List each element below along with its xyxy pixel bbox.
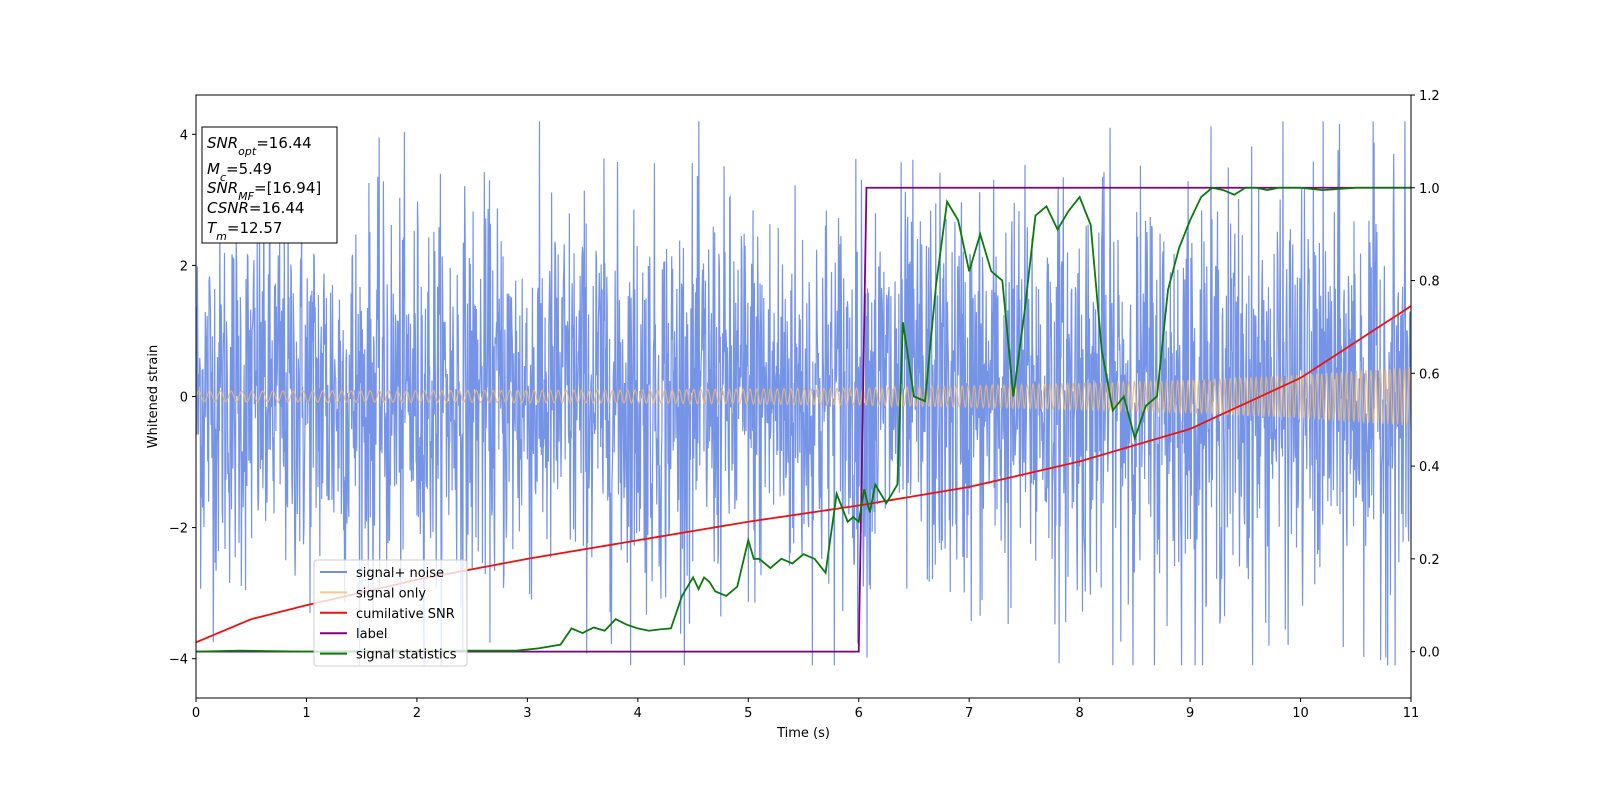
info-snr-opt: SNRopt=16.44: [207, 134, 312, 158]
info-mc-sub: c: [220, 171, 226, 184]
y-right-tick-label: 0.2: [1419, 553, 1440, 568]
x-tick-label: 8: [1075, 706, 1083, 721]
info-snr-opt-main: SNR: [207, 134, 238, 152]
y-right-tick-label: 1.0: [1419, 182, 1440, 197]
x-tick-label: 9: [1186, 706, 1194, 721]
y-left-tick-label: 0: [180, 391, 188, 406]
x-tick-label: 7: [965, 706, 973, 721]
legend-label: signal+ noise: [356, 566, 444, 581]
info-snr-mf-value: =[16.94]: [254, 179, 321, 197]
y-right-tick-label: 0.4: [1419, 460, 1440, 475]
info-snr-mf: SNRMF=[16.94]: [207, 179, 321, 203]
x-axis-label: Time (s): [776, 726, 830, 741]
info-tm: Tm=12.57: [207, 219, 282, 243]
x-tick-label: 2: [413, 706, 421, 721]
y-left-tick-label: 2: [180, 259, 188, 274]
legend: signal+ noise signal only cumilative SNR la…: [313, 559, 468, 667]
y-left-tick-label: −4: [169, 653, 188, 668]
x-tick-label: 4: [634, 706, 642, 721]
x-axis: 0 1 2 3 4 5 6 7 8 9 10 11: [192, 698, 1419, 721]
y-right-tick-label: 1.2: [1419, 89, 1440, 104]
info-box-frame: [201, 126, 338, 244]
info-snr-opt-sub: opt: [238, 145, 257, 158]
info-tm-main: T: [207, 219, 218, 237]
legend-frame: [313, 559, 468, 667]
legend-label: label: [356, 627, 387, 642]
info-snr-mf-sub: MF: [238, 190, 254, 203]
x-tick-label: 0: [192, 706, 200, 721]
x-tick-label: 6: [855, 706, 863, 721]
x-tick-label: 3: [523, 706, 531, 721]
y-right-tick-label: 0.8: [1419, 275, 1440, 290]
info-csnr: CSNR=16.44: [207, 199, 304, 217]
info-mc: Mc=5.49: [207, 160, 272, 184]
x-tick-label: 10: [1292, 706, 1309, 721]
y-right-tick-label: 0.0: [1419, 646, 1440, 661]
y-axis-label-left: Whitened strain: [146, 345, 161, 448]
legend-label: cumilative SNR: [356, 607, 455, 622]
series-signal-statistics: [196, 186, 1411, 653]
info-snr-mf-main: SNR: [207, 179, 238, 197]
y-left-tick-label: −2: [169, 522, 188, 537]
y-right-tick-label: 0.6: [1419, 367, 1440, 382]
info-mc-value: =5.49: [226, 160, 272, 178]
info-snr-opt-value: =16.44: [256, 134, 312, 152]
info-tm-value: =12.57: [227, 219, 283, 237]
y-axis-right: 0.0 0.2 0.4 0.6 0.8 1.0 1.2: [1411, 89, 1440, 661]
series-signal-only: [196, 367, 1411, 426]
x-tick-label: 1: [302, 706, 310, 721]
series-label: [196, 186, 1411, 653]
legend-label: signal statistics: [356, 648, 457, 663]
info-csnr-main: CSNR: [207, 199, 249, 217]
series-signal-noise: [196, 121, 1411, 666]
info-csnr-value: =16.44: [249, 199, 305, 217]
y-axis-left: −4 −2 0 2 4: [169, 128, 196, 668]
info-box: SNRopt=16.44 Mc=5.49 SNRMF=[16.94] CSNR=…: [201, 126, 338, 244]
y-left-tick-label: 4: [180, 128, 188, 143]
info-tm-sub: m: [216, 230, 227, 243]
legend-label: signal only: [356, 586, 426, 601]
x-tick-label: 11: [1403, 706, 1420, 721]
info-mc-main: M: [207, 160, 220, 178]
x-tick-label: 5: [744, 706, 752, 721]
